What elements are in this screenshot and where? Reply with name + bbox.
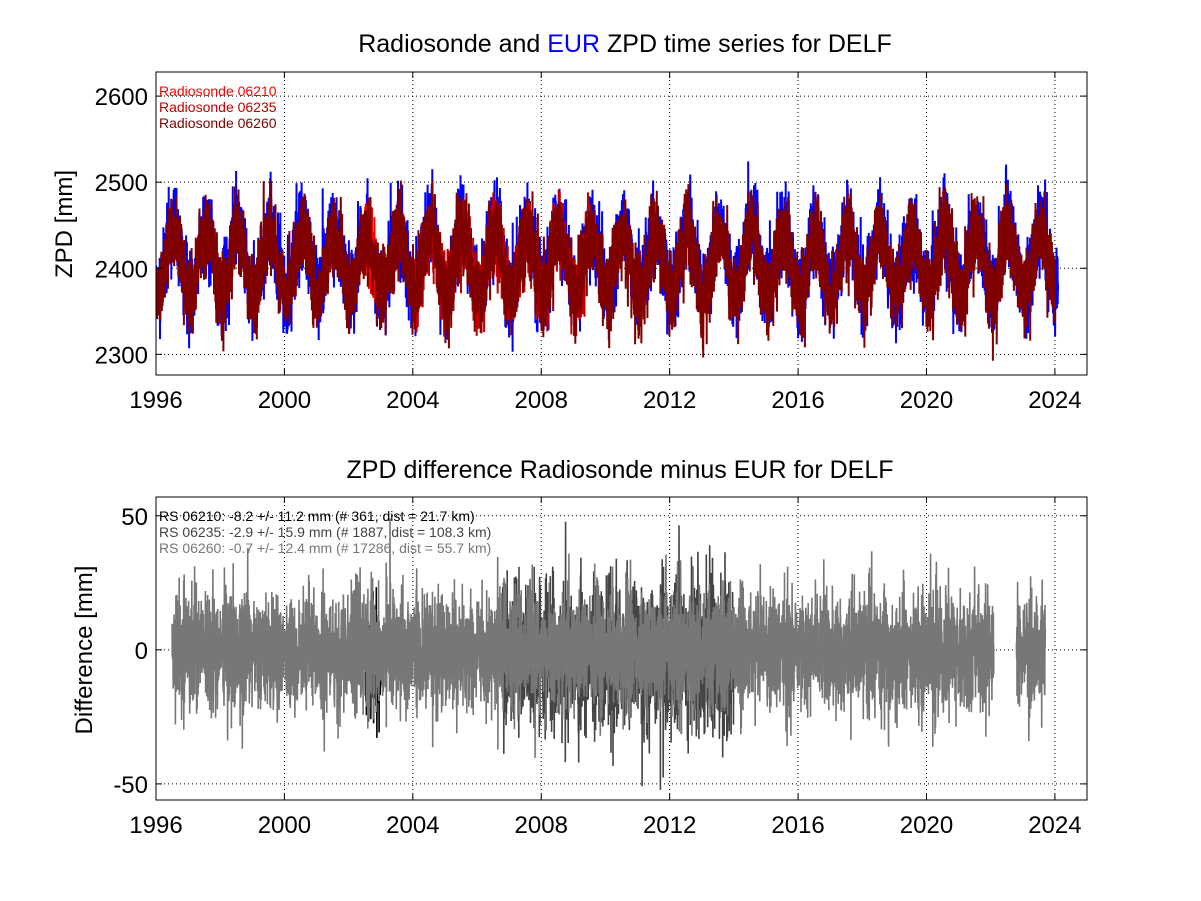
bottom-panel: ZPD difference Radiosonde minus EUR for … <box>71 456 1088 839</box>
x-tick-label: 2024 <box>1028 812 1081 839</box>
y-tick-label: 0 <box>135 638 148 665</box>
x-tick-label: 2012 <box>643 812 696 839</box>
y-tick-label: 2500 <box>95 170 148 197</box>
series-line <box>171 518 1047 758</box>
top-y-axis-label: ZPD [mm] <box>51 170 78 278</box>
legend-entry: RS 06260: -0.7 +/- 12.4 mm (# 17286, dis… <box>159 540 491 556</box>
x-tick-label: 2000 <box>258 387 311 414</box>
bottom-series <box>171 518 1047 790</box>
x-tick-label: 2024 <box>1028 387 1081 414</box>
title-segment: EUR <box>547 30 600 58</box>
x-tick-label: 2020 <box>900 812 953 839</box>
top-series <box>156 161 1060 361</box>
y-tick-label: 2600 <box>95 84 148 111</box>
x-tick-label: 2004 <box>386 387 439 414</box>
bottom-y-axis-label: Difference [mm] <box>71 566 98 735</box>
legend-entry: Radiosonde 06235 <box>159 99 277 115</box>
x-tick-label: 2008 <box>515 812 568 839</box>
x-tick-label: 1996 <box>129 812 182 839</box>
x-tick-label: 2004 <box>386 812 439 839</box>
y-tick-label: -50 <box>113 772 148 799</box>
top-panel: Radiosonde and EUR ZPD time series for D… <box>51 30 1088 414</box>
legend-entry: RS 06235: -2.9 +/- 15.9 mm (# 1887, dist… <box>159 524 491 540</box>
x-tick-label: 2016 <box>771 387 824 414</box>
bottom-axes-box <box>155 496 1088 801</box>
top-axes-box <box>155 71 1088 376</box>
legend-entry: Radiosonde 06210 <box>159 83 277 99</box>
bottom-chart-title: ZPD difference Radiosonde minus EUR for … <box>347 456 894 484</box>
x-tick-label: 2000 <box>258 812 311 839</box>
y-tick-label: 50 <box>121 504 148 531</box>
bottom-legend: RS 06210: -8.2 +/- 11.2 mm (# 361, dist … <box>159 508 491 556</box>
bottom-ticks: 1996 2000 2004 2008 2012 2016 2020 2024 -50 0 50 <box>113 497 1087 839</box>
top-ticks: 1996 2000 2004 2008 2012 2016 2020 2024 2300 2400… <box>95 72 1087 414</box>
series-line <box>156 179 1056 361</box>
legend-entry: RS 06210: -8.2 +/- 11.2 mm (# 361, dist … <box>159 508 475 524</box>
x-tick-label: 2012 <box>643 387 696 414</box>
top-chart-title: Radiosonde and EUR ZPD time series for D… <box>358 30 892 58</box>
legend-entry: Radiosonde 06260 <box>159 115 277 131</box>
y-tick-label: 2400 <box>95 256 148 283</box>
title-segment: ZPD time series for DELF <box>600 30 892 58</box>
x-tick-label: 2016 <box>771 812 824 839</box>
title-segment: Radiosonde and <box>358 30 547 58</box>
x-tick-label: 2008 <box>515 387 568 414</box>
x-tick-label: 1996 <box>129 387 182 414</box>
x-tick-label: 2020 <box>900 387 953 414</box>
y-tick-label: 2300 <box>95 342 148 369</box>
